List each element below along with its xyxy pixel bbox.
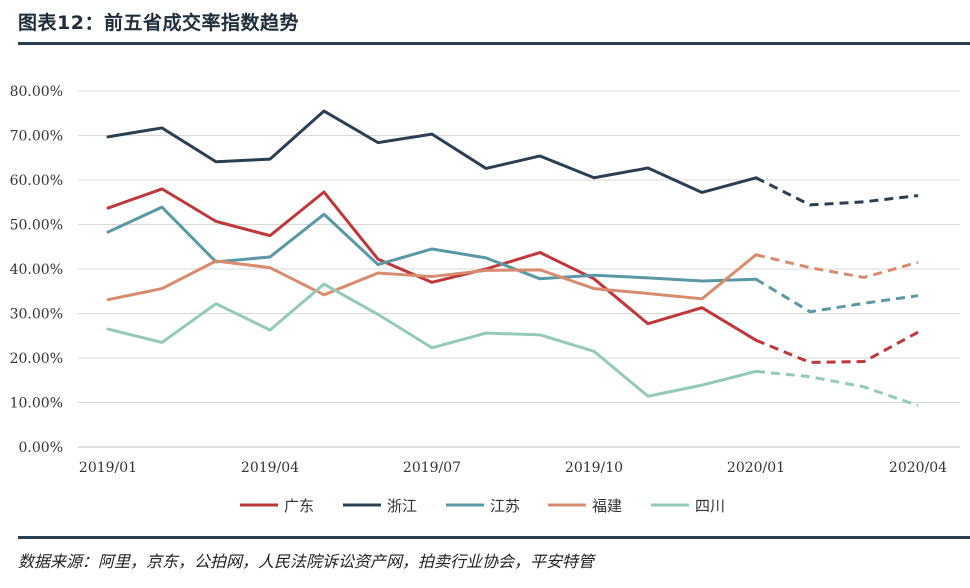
source-note: 数据来源：阿里，京东，公拍网，人民法院诉讼资产网，拍卖行业协会，平安特管 bbox=[18, 552, 595, 571]
x-tick-label: 2019/01 bbox=[79, 460, 137, 476]
legend-label: 浙江 bbox=[387, 497, 417, 515]
footer-rule bbox=[18, 536, 970, 539]
title-rule bbox=[18, 42, 970, 45]
x-tick-label: 2020/04 bbox=[889, 460, 947, 476]
series-forecast-line-四川 bbox=[755, 369, 919, 408]
series-forecast-line-江苏 bbox=[755, 277, 919, 314]
y-tick-label: 70.00% bbox=[10, 129, 63, 145]
y-tick-label: 0.00% bbox=[19, 440, 63, 456]
y-tick-label: 20.00% bbox=[10, 351, 63, 367]
series-line-福建 bbox=[106, 253, 758, 302]
x-tick-label: 2019/07 bbox=[403, 460, 461, 476]
series-forecast-line-广东 bbox=[755, 330, 919, 364]
y-tick-label: 80.00% bbox=[10, 84, 63, 100]
series-forecast-line-福建 bbox=[755, 253, 919, 279]
y-tick-label: 10.00% bbox=[10, 396, 63, 412]
series-line-江苏 bbox=[106, 205, 758, 283]
x-tick-label: 2020/01 bbox=[727, 460, 785, 476]
legend-label: 江苏 bbox=[490, 497, 520, 515]
line-chart: 0.00% 10.00% 20.00% 30.00% 40.00% 50.00% 60.00… bbox=[10, 84, 960, 515]
series-line-浙江 bbox=[106, 109, 758, 194]
x-tick-label: 2019/10 bbox=[565, 460, 623, 476]
y-tick-label: 40.00% bbox=[10, 262, 63, 278]
y-tick-label: 30.00% bbox=[10, 307, 63, 323]
y-tick-label: 50.00% bbox=[10, 218, 63, 234]
figure-title: 图表12：前五省成交率指数趋势 bbox=[18, 12, 299, 34]
series-line-四川 bbox=[106, 282, 758, 398]
y-tick-label: 60.00% bbox=[10, 173, 63, 189]
series-forecast-line-浙江 bbox=[755, 176, 919, 207]
series-line-广东 bbox=[106, 187, 758, 342]
legend-label: 广东 bbox=[284, 497, 314, 515]
legend-label: 福建 bbox=[592, 497, 622, 515]
x-tick-label: 2019/04 bbox=[241, 460, 299, 476]
legend-label: 四川 bbox=[695, 497, 725, 515]
